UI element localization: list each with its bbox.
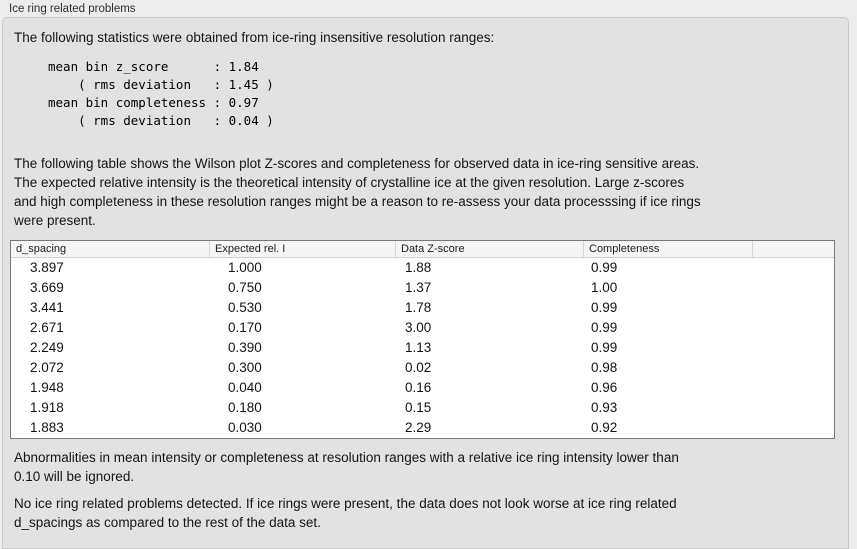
- table-row[interactable]: 3.897 1.000 1.88 0.99: [11, 258, 834, 278]
- cell-d-spacing: 3.897: [30, 260, 64, 275]
- cell-empty: [752, 258, 834, 278]
- cell-expected-rel-i: 0.300: [228, 360, 262, 375]
- cell-d-spacing: 2.671: [30, 320, 64, 335]
- cell-d-spacing: 3.669: [30, 280, 64, 295]
- cell-data-z-score: 3.00: [405, 320, 432, 335]
- cell-completeness: 0.99: [591, 320, 618, 335]
- column-header-empty: [752, 241, 834, 257]
- cell-data-z-score: 1.37: [405, 280, 432, 295]
- ignore-note-text: Abnormalities in mean intensity or compl…: [14, 450, 679, 484]
- table-row[interactable]: 1.883 0.030 2.29 0.92: [11, 418, 834, 438]
- cell-expected-rel-i: 0.750: [228, 280, 262, 295]
- cell-d-spacing: 1.948: [30, 380, 64, 395]
- cell-completeness: 1.00: [591, 280, 618, 295]
- table-row[interactable]: 2.671 0.170 3.00 0.99: [11, 318, 834, 338]
- table-row[interactable]: 2.072 0.300 0.02 0.98: [11, 358, 834, 378]
- cell-expected-rel-i: 0.180: [228, 400, 262, 415]
- cell-data-z-score: 1.78: [405, 300, 432, 315]
- column-header-d-spacing[interactable]: d_spacing: [16, 243, 67, 255]
- table-intro-text: The following table shows the Wilson plo…: [14, 156, 701, 228]
- table-row[interactable]: 2.249 0.390 1.13 0.99: [11, 338, 834, 358]
- cell-data-z-score: 0.16: [405, 380, 432, 395]
- intro-text: The following statistics were obtained f…: [14, 30, 495, 45]
- cell-expected-rel-i: 0.530: [228, 300, 262, 315]
- ice-ring-report-page: { "colors": { "outer_bg": "#ececec", "pa…: [2, 3, 849, 549]
- cell-data-z-score: 0.02: [405, 360, 432, 375]
- cell-empty: [752, 338, 834, 358]
- cell-completeness: 0.99: [591, 340, 618, 355]
- column-header-expected-rel-i[interactable]: Expected rel. I: [209, 241, 395, 257]
- cell-data-z-score: 1.13: [405, 340, 432, 355]
- section-title: Ice ring related problems: [9, 3, 136, 15]
- cell-empty: [752, 278, 834, 298]
- cell-completeness: 0.92: [591, 420, 618, 435]
- cell-d-spacing: 1.918: [30, 400, 64, 415]
- cell-d-spacing: 2.072: [30, 360, 64, 375]
- cell-completeness: 0.99: [591, 300, 618, 315]
- cell-data-z-score: 0.15: [405, 400, 432, 415]
- cell-data-z-score: 1.88: [405, 260, 432, 275]
- cell-empty: [752, 418, 834, 438]
- cell-empty: [752, 378, 834, 398]
- cell-expected-rel-i: 0.040: [228, 380, 262, 395]
- table-row[interactable]: 1.918 0.180 0.15 0.93: [11, 398, 834, 418]
- cell-d-spacing: 1.883: [30, 420, 64, 435]
- cell-expected-rel-i: 1.000: [228, 260, 262, 275]
- ice-ring-table: d_spacing Expected rel. I Data Z-score C…: [10, 240, 835, 439]
- table-row[interactable]: 3.441 0.530 1.78 0.99: [11, 298, 834, 318]
- cell-empty: [752, 298, 834, 318]
- cell-d-spacing: 3.441: [30, 300, 64, 315]
- cell-empty: [752, 318, 834, 338]
- ice-ring-panel: The following statistics were obtained f…: [2, 17, 849, 549]
- cell-completeness: 0.99: [591, 260, 618, 275]
- column-header-data-z-score[interactable]: Data Z-score: [395, 241, 583, 257]
- table-header-row: d_spacing Expected rel. I Data Z-score C…: [11, 241, 834, 258]
- table-row[interactable]: 1.948 0.040 0.16 0.96: [11, 378, 834, 398]
- table-row[interactable]: 3.669 0.750 1.37 1.00: [11, 278, 834, 298]
- cell-expected-rel-i: 0.390: [228, 340, 262, 355]
- cell-completeness: 0.96: [591, 380, 618, 395]
- cell-expected-rel-i: 0.030: [228, 420, 262, 435]
- column-header-completeness[interactable]: Completeness: [583, 241, 752, 257]
- cell-empty: [752, 358, 834, 378]
- stats-block: mean bin z_score : 1.84 ( rms deviation …: [48, 59, 274, 128]
- cell-expected-rel-i: 0.170: [228, 320, 262, 335]
- cell-completeness: 0.93: [591, 400, 618, 415]
- conclusion-text: No ice ring related problems detected. I…: [14, 496, 677, 530]
- table-body: 3.897 1.000 1.88 0.99 3.669 0.750 1.37 1…: [11, 258, 834, 438]
- cell-data-z-score: 2.29: [405, 420, 432, 435]
- cell-empty: [752, 398, 834, 418]
- cell-completeness: 0.98: [591, 360, 618, 375]
- cell-d-spacing: 2.249: [30, 340, 64, 355]
